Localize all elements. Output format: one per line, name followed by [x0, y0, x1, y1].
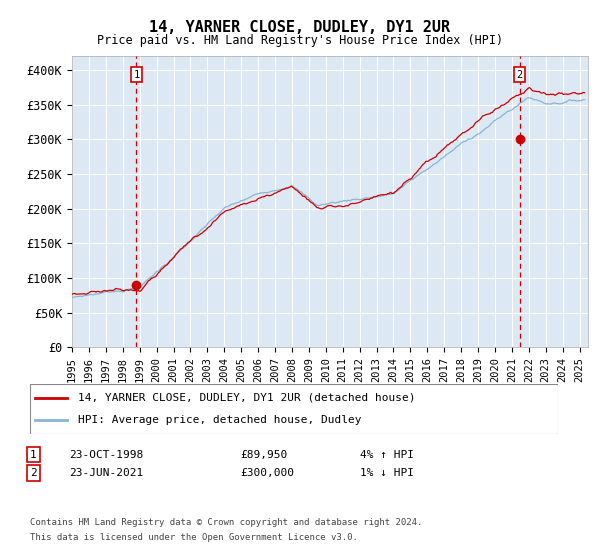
Text: 1: 1 — [133, 70, 140, 80]
Text: 1% ↓ HPI: 1% ↓ HPI — [360, 468, 414, 478]
Text: Contains HM Land Registry data © Crown copyright and database right 2024.: Contains HM Land Registry data © Crown c… — [30, 518, 422, 527]
Text: This data is licensed under the Open Government Licence v3.0.: This data is licensed under the Open Gov… — [30, 533, 358, 542]
Text: 1: 1 — [30, 450, 37, 460]
Text: 2: 2 — [517, 70, 523, 80]
Text: £89,950: £89,950 — [240, 450, 287, 460]
Text: £300,000: £300,000 — [240, 468, 294, 478]
Text: 23-JUN-2021: 23-JUN-2021 — [69, 468, 143, 478]
Text: 23-OCT-1998: 23-OCT-1998 — [69, 450, 143, 460]
Text: Price paid vs. HM Land Registry's House Price Index (HPI): Price paid vs. HM Land Registry's House … — [97, 34, 503, 46]
Text: 2: 2 — [30, 468, 37, 478]
Text: 14, YARNER CLOSE, DUDLEY, DY1 2UR: 14, YARNER CLOSE, DUDLEY, DY1 2UR — [149, 20, 451, 35]
Text: 4% ↑ HPI: 4% ↑ HPI — [360, 450, 414, 460]
Text: HPI: Average price, detached house, Dudley: HPI: Average price, detached house, Dudl… — [77, 415, 361, 425]
Text: 14, YARNER CLOSE, DUDLEY, DY1 2UR (detached house): 14, YARNER CLOSE, DUDLEY, DY1 2UR (detac… — [77, 393, 415, 403]
